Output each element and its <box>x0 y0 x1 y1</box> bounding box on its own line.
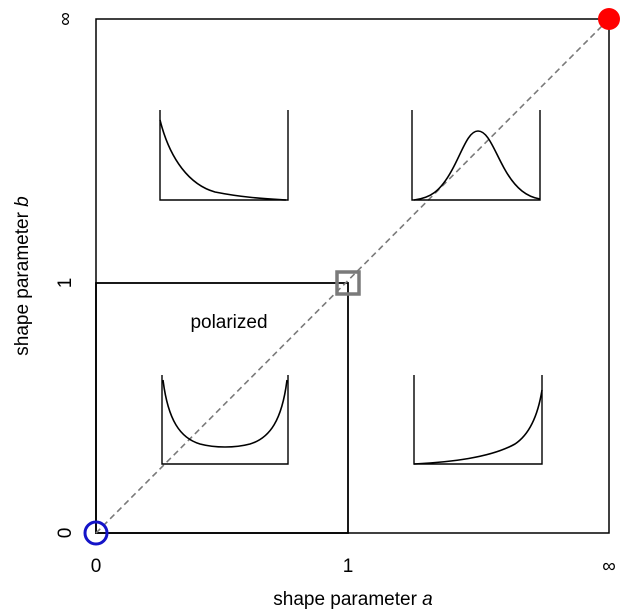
region-label-polarized: polarized <box>190 312 267 333</box>
marker-origin-open-circle <box>83 520 109 546</box>
plot-frame <box>95 18 610 534</box>
x-tick-label-0: 0 <box>91 556 102 577</box>
x-axis-title: shape parameter a <box>273 589 433 610</box>
curve-u-shaped <box>162 379 288 448</box>
curve-increasing <box>413 389 543 465</box>
y-axis-title-variable: b <box>12 196 33 207</box>
x-tick-label-infinity: ∞ <box>602 556 616 577</box>
x-axis-title-prefix: shape parameter <box>273 589 422 610</box>
thumbnail-u-shaped <box>161 375 289 465</box>
thumbnail-increasing <box>413 375 543 465</box>
y-tick-label-0: 0 <box>55 528 76 539</box>
x-axis-title-variable: a <box>422 589 433 610</box>
unit-square-region <box>95 282 349 534</box>
y-axis-title: shape parameter b <box>12 196 33 356</box>
x-tick-label-1: 1 <box>343 556 354 577</box>
y-axis-title-prefix: shape parameter <box>12 207 33 356</box>
curve-decreasing <box>159 119 287 201</box>
y-tick-label-1: 1 <box>55 278 76 289</box>
y-tick-label-infinity: ∞ <box>55 12 76 26</box>
thumbnail-decreasing <box>159 110 289 201</box>
marker-center-open-square <box>335 270 361 296</box>
marker-infinity-filled-circle <box>598 8 620 30</box>
thumbnail-unimodal <box>411 110 541 201</box>
curve-unimodal <box>413 130 541 201</box>
diagonal-dashed-line <box>95 18 610 534</box>
